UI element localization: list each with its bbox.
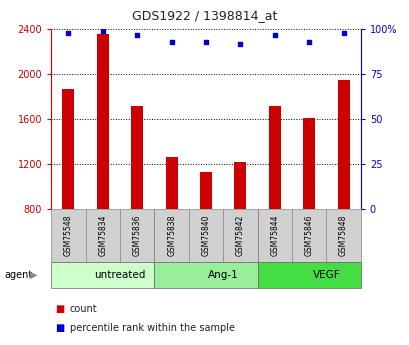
Bar bbox=[85, 209, 120, 262]
Text: GSM75836: GSM75836 bbox=[133, 215, 142, 256]
Bar bbox=[154, 262, 257, 288]
Text: ▶: ▶ bbox=[29, 270, 37, 280]
Point bbox=[305, 39, 312, 45]
Point bbox=[236, 41, 243, 47]
Text: GSM75844: GSM75844 bbox=[270, 215, 279, 256]
Bar bbox=[154, 209, 189, 262]
Text: percentile rank within the sample: percentile rank within the sample bbox=[70, 323, 234, 333]
Point bbox=[202, 39, 209, 45]
Text: untreated: untreated bbox=[94, 270, 145, 280]
Point bbox=[168, 39, 175, 45]
Bar bbox=[131, 106, 143, 209]
Text: GSM75838: GSM75838 bbox=[167, 215, 176, 256]
Bar bbox=[257, 262, 360, 288]
Bar bbox=[257, 209, 291, 262]
Text: GSM75548: GSM75548 bbox=[64, 215, 73, 256]
Bar bbox=[165, 157, 177, 209]
Text: GSM75846: GSM75846 bbox=[304, 215, 313, 256]
Bar bbox=[62, 89, 74, 209]
Bar bbox=[222, 209, 257, 262]
Text: VEGF: VEGF bbox=[312, 270, 339, 280]
Bar bbox=[189, 209, 222, 262]
Bar bbox=[200, 172, 211, 209]
Text: Ang-1: Ang-1 bbox=[207, 270, 238, 280]
Point bbox=[99, 28, 106, 34]
Point bbox=[339, 30, 346, 36]
Text: GSM75842: GSM75842 bbox=[235, 215, 244, 256]
Bar bbox=[51, 209, 85, 262]
Bar bbox=[120, 209, 154, 262]
Text: ■: ■ bbox=[55, 304, 65, 314]
Bar bbox=[51, 262, 154, 288]
Text: agent: agent bbox=[4, 270, 32, 280]
Bar bbox=[326, 209, 360, 262]
Point bbox=[65, 30, 72, 36]
Point bbox=[134, 32, 140, 38]
Bar bbox=[268, 106, 280, 209]
Bar bbox=[291, 209, 326, 262]
Bar bbox=[302, 118, 315, 209]
Point bbox=[271, 32, 277, 38]
Bar bbox=[97, 34, 109, 209]
Bar bbox=[337, 80, 349, 209]
Text: GSM75848: GSM75848 bbox=[338, 215, 347, 256]
Text: count: count bbox=[70, 304, 97, 314]
Bar bbox=[234, 161, 246, 209]
Text: ■: ■ bbox=[55, 323, 65, 333]
Text: GDS1922 / 1398814_at: GDS1922 / 1398814_at bbox=[132, 9, 277, 22]
Text: GSM75840: GSM75840 bbox=[201, 215, 210, 256]
Text: GSM75834: GSM75834 bbox=[98, 215, 107, 256]
